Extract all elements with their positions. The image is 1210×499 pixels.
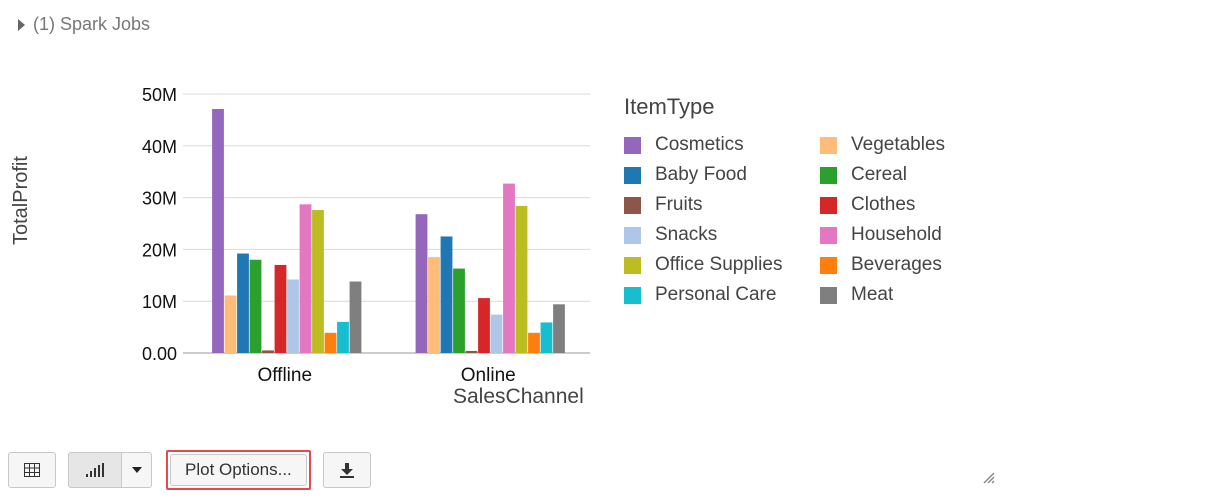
- bar-personal-care-offline[interactable]: [337, 321, 349, 353]
- legend-swatch: [820, 226, 837, 244]
- bar-cereal-offline[interactable]: [249, 259, 262, 353]
- legend-swatch: [624, 256, 641, 274]
- legend-item-baby-food[interactable]: Baby Food: [624, 164, 820, 186]
- legend-swatch: [820, 286, 837, 304]
- legend-label: Meat: [851, 284, 894, 305]
- bar-cereal-online[interactable]: [453, 268, 465, 353]
- bar-meat-offline[interactable]: [349, 281, 362, 353]
- legend-item-cereal[interactable]: Cereal: [820, 164, 980, 186]
- y-tick-label: 50M: [142, 85, 177, 105]
- bar-meat-online[interactable]: [553, 304, 565, 353]
- plot-options-button[interactable]: Plot Options...: [170, 454, 307, 486]
- legend-swatch: [624, 226, 641, 244]
- legend-label: Cosmetics: [655, 134, 744, 155]
- legend-label: Beverages: [851, 254, 942, 275]
- bar-clothes-offline[interactable]: [274, 264, 287, 353]
- bar-baby-food-offline[interactable]: [237, 253, 249, 353]
- bar-chart: 0.00 10M 20M 30M 40M 50M Offline Online: [142, 85, 590, 386]
- legend-label: Fruits: [655, 194, 703, 215]
- y-tick-label: 10M: [142, 292, 177, 312]
- legend-item-fruits[interactable]: Fruits: [624, 194, 820, 216]
- legend-label: Baby Food: [655, 164, 747, 185]
- y-tick-label: 20M: [142, 240, 177, 260]
- bar-fruits-online[interactable]: [465, 350, 478, 353]
- caret-right-icon: [18, 18, 25, 31]
- bar-vegetables-online[interactable]: [428, 257, 440, 353]
- legend-swatch: [820, 256, 837, 274]
- x-tick-label: Online: [461, 365, 516, 386]
- legend-item-personal-care[interactable]: Personal Care: [624, 284, 820, 306]
- bar-chart-icon: [86, 463, 104, 477]
- legend-label: Office Supplies: [655, 254, 783, 275]
- bar-cosmetics-online[interactable]: [415, 214, 428, 353]
- legend-label: Personal Care: [655, 284, 777, 305]
- legend-title: ItemType: [624, 94, 715, 119]
- chevron-down-icon: [131, 467, 142, 473]
- bar-beverages-offline[interactable]: [324, 332, 337, 353]
- chart-type-selector: [68, 452, 152, 488]
- legend-item-cosmetics[interactable]: Cosmetics: [624, 134, 820, 156]
- bar-beverages-online[interactable]: [528, 332, 540, 353]
- legend-item-meat[interactable]: Meat: [820, 284, 980, 306]
- legend-swatch: [624, 286, 641, 304]
- legend-label: Household: [851, 224, 942, 245]
- y-tick-label: 0.00: [142, 344, 177, 364]
- bar-household-online[interactable]: [503, 183, 515, 353]
- bar-snacks-online[interactable]: [490, 314, 503, 353]
- bar-household-offline[interactable]: [299, 204, 312, 353]
- legend-label: Clothes: [851, 194, 916, 215]
- download-icon: [339, 463, 354, 478]
- legend-item-vegetables[interactable]: Vegetables: [820, 134, 980, 156]
- display-toolbar: Plot Options...: [8, 450, 371, 490]
- y-tick-label: 40M: [142, 137, 177, 157]
- legend-label: Snacks: [655, 224, 718, 245]
- legend-item-beverages[interactable]: Beverages: [820, 254, 980, 276]
- legend-label: Cereal: [851, 164, 907, 185]
- spark-jobs-toggle[interactable]: (1) Spark Jobs: [18, 14, 150, 35]
- bar-baby-food-online[interactable]: [440, 236, 453, 353]
- legend-item-household[interactable]: Household: [820, 224, 980, 246]
- legend-grid: Cosmetics Vegetables Baby Food Cereal Fruits…: [624, 134, 980, 306]
- bar-clothes-online[interactable]: [478, 298, 490, 353]
- x-tick-label: Offline: [257, 365, 312, 386]
- table-icon: [24, 463, 40, 477]
- legend-label: Vegetables: [851, 134, 946, 155]
- x-axis-label: SalesChannel: [453, 385, 584, 408]
- y-axis-label: TotalProfit: [10, 156, 32, 245]
- table-view-button[interactable]: [8, 452, 56, 488]
- bar-office-supplies-offline[interactable]: [312, 210, 324, 353]
- bar-cosmetics-offline[interactable]: [212, 109, 224, 353]
- bar-personal-care-online[interactable]: [540, 322, 553, 353]
- legend-swatch: [820, 196, 837, 214]
- plot-options-highlight: Plot Options...: [166, 450, 311, 490]
- legend-item-clothes[interactable]: Clothes: [820, 194, 980, 216]
- chart-view-button[interactable]: [68, 452, 122, 488]
- resize-handle-icon[interactable]: [983, 472, 995, 484]
- bar-snacks-offline[interactable]: [287, 279, 299, 353]
- legend-item-snacks[interactable]: Snacks: [624, 224, 820, 246]
- spark-jobs-label: (1) Spark Jobs: [33, 14, 151, 34]
- legend-swatch: [624, 166, 641, 184]
- chart-type-dropdown-button[interactable]: [122, 452, 152, 488]
- legend-swatch: [624, 196, 641, 214]
- legend-item-office-supplies[interactable]: Office Supplies: [624, 254, 820, 276]
- chart-legend: ItemType Cosmetics Vegetables Baby Food Cer…: [624, 94, 980, 306]
- legend-swatch: [820, 136, 837, 154]
- legend-swatch: [624, 136, 641, 154]
- bar-fruits-offline[interactable]: [262, 350, 274, 353]
- bar-vegetables-offline[interactable]: [224, 295, 237, 353]
- y-tick-label: 30M: [142, 189, 177, 209]
- download-button[interactable]: [322, 452, 371, 488]
- legend-swatch: [820, 166, 837, 184]
- bar-office-supplies-online[interactable]: [515, 205, 528, 353]
